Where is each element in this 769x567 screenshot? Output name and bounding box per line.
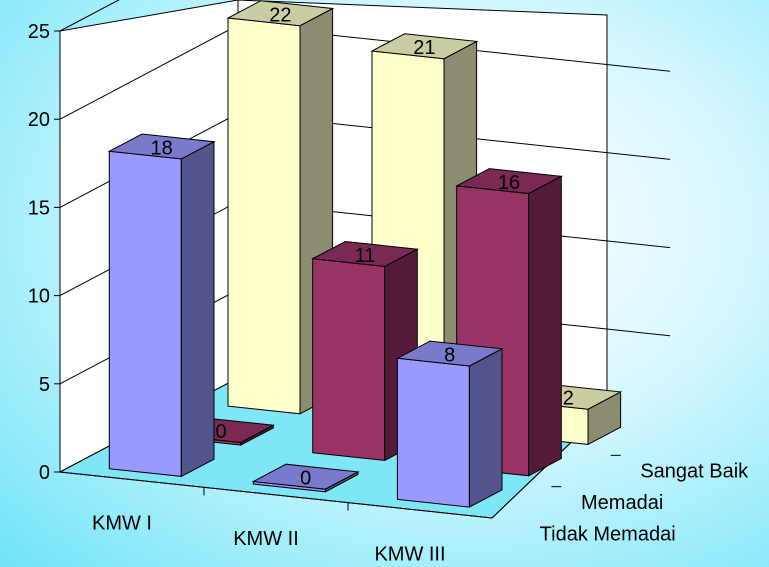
bar-top-face (395, 340, 504, 367)
x-tick-label: KMW I (92, 513, 152, 535)
bar: 18 (107, 133, 216, 478)
bar-front-face (108, 150, 182, 477)
bar: 0 (251, 463, 360, 493)
bar: 22 (226, 0, 335, 415)
data-label: 0 (215, 421, 226, 443)
bar: 8 (395, 340, 504, 508)
y-tick-label: 10 (28, 286, 50, 308)
bar-front-face (227, 17, 301, 415)
depth-ticks: Tidak Memadai Memadai Sangat Baik (540, 454, 749, 545)
bar-top-face (226, 0, 335, 27)
data-label: 0 (300, 468, 311, 490)
y-tick-label: 15 (28, 197, 50, 219)
bar-side-face (468, 347, 503, 508)
data-label: 8 (444, 345, 455, 367)
bar-top-face (251, 463, 360, 490)
data-label: 21 (413, 37, 435, 59)
data-label: 18 (151, 137, 173, 159)
bar-top-face (370, 33, 479, 60)
bar-top-face (107, 133, 216, 160)
x-axis-line (59, 471, 493, 519)
y-tick-label: 5 (39, 374, 50, 396)
data-label: 11 (355, 245, 376, 267)
data-label: 16 (498, 172, 520, 194)
y-tick-label: 25 (28, 21, 50, 43)
bar-side-face (528, 175, 562, 477)
bar-front-face (312, 258, 386, 461)
y-ticks: 0 5 10 15 20 25 (28, 21, 60, 484)
series-label: Sangat Baik (640, 461, 749, 483)
bar-top-face (311, 240, 419, 267)
series-label: Memadai (581, 492, 663, 514)
data-label: 22 (269, 4, 291, 26)
y-tick-label: 20 (28, 109, 50, 131)
data-label: 2 (563, 388, 574, 410)
series-label: Tidak Memadai (540, 523, 676, 545)
bar-front-face (396, 357, 470, 508)
bar-top-face (455, 168, 563, 195)
x-ticks: KMW I KMW II KMW III (92, 487, 446, 565)
y-tick-label: 0 (39, 462, 50, 484)
x-tick-label: KMW III (374, 543, 445, 565)
x-tick-label: KMW II (233, 528, 299, 550)
bar-side-face (180, 140, 215, 478)
